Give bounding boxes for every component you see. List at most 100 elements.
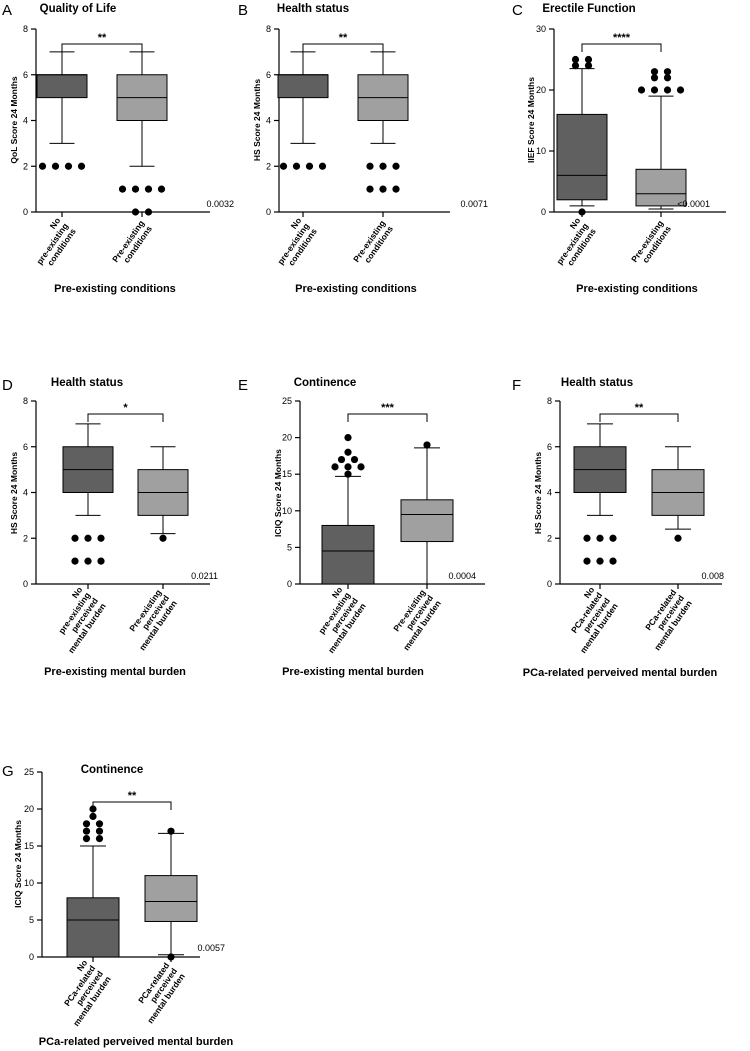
outlier-point bbox=[650, 68, 659, 76]
outlier-point bbox=[71, 534, 79, 542]
y-tick-label: 0 bbox=[23, 207, 28, 217]
y-tick-label: 4 bbox=[547, 488, 552, 498]
outlier-point bbox=[305, 162, 314, 170]
category-label: Pre-existingconditions bbox=[110, 218, 154, 269]
chart-title: Health status bbox=[51, 377, 123, 389]
y-axis-label: IIEF Score 24 Months bbox=[526, 77, 536, 163]
significance-bracket bbox=[61, 43, 143, 52]
outlier-point bbox=[331, 463, 339, 471]
x-axis-title: Pre-existing conditions bbox=[295, 283, 417, 295]
outlier-point bbox=[84, 534, 92, 542]
p-value: 0.008 bbox=[701, 571, 724, 581]
y-tick-label: 0 bbox=[541, 207, 546, 217]
outlier-point bbox=[392, 162, 400, 170]
category-label: Pre-existingperceivedmental burden bbox=[386, 588, 443, 653]
iqr-box bbox=[66, 897, 120, 958]
box-comparison bbox=[400, 441, 454, 585]
y-tick-label: 25 bbox=[282, 396, 292, 406]
panel-letter: F bbox=[512, 377, 521, 394]
outlier-point bbox=[97, 534, 105, 542]
significance-stars: ** bbox=[98, 32, 107, 44]
y-tick-label: 0 bbox=[287, 579, 292, 589]
significance-bracket bbox=[599, 413, 679, 422]
outlier-point bbox=[676, 86, 685, 94]
panel-d: D Health status 0 2 4 6 8 HS Score 24 Months Nop… bbox=[2, 377, 218, 678]
outlier-point bbox=[344, 463, 352, 471]
outlier-point bbox=[609, 557, 617, 565]
box-comparison bbox=[651, 446, 705, 542]
category-label: NoPCa-relatedperceivedmental burden bbox=[555, 585, 620, 655]
box-reference bbox=[36, 51, 88, 170]
y-tick-label: 10 bbox=[536, 146, 546, 156]
category-label: PCa-relatedperceivedmental burden bbox=[130, 961, 187, 1026]
outlier-point bbox=[64, 162, 73, 170]
y-tick-label: 6 bbox=[23, 70, 28, 80]
outlier-point bbox=[366, 162, 374, 170]
outlier-point bbox=[379, 162, 387, 170]
outlier-point bbox=[318, 162, 327, 170]
box-reference bbox=[277, 51, 329, 170]
outlier-point bbox=[279, 162, 288, 170]
panel-b: B Health status 0 2 4 6 8 HS Score 24 Months Nop… bbox=[238, 2, 488, 295]
panel-e: E Continence 0 5 10 15 20 25 ICIQ Score 24 Month… bbox=[238, 377, 485, 678]
outlier-point bbox=[95, 827, 104, 835]
outlier-point bbox=[366, 185, 374, 193]
panel-g: G Continence 0 5 10 15 20 25 ICIQ Score 24 Month… bbox=[2, 763, 233, 1048]
outlier-point bbox=[379, 185, 387, 193]
box-reference bbox=[62, 423, 114, 565]
outlier-point bbox=[131, 208, 140, 216]
outlier-point bbox=[663, 68, 672, 76]
panel-letter: D bbox=[2, 377, 13, 394]
p-value: 0.0071 bbox=[460, 199, 488, 209]
outlier-point bbox=[144, 208, 153, 216]
y-tick-label: 2 bbox=[266, 161, 271, 171]
y-tick-label: 30 bbox=[536, 24, 546, 34]
box-comparison bbox=[116, 51, 168, 216]
x-axis-title: PCa-related perveived mental burden bbox=[39, 1036, 234, 1048]
p-value: <0.0001 bbox=[677, 199, 710, 209]
category-label: Nopre-existingconditions bbox=[546, 215, 598, 271]
outlier-point bbox=[584, 55, 593, 64]
significance-bracket bbox=[302, 43, 384, 52]
iqr-box bbox=[635, 168, 687, 207]
outlier-point bbox=[583, 534, 591, 542]
box-comparison bbox=[144, 827, 198, 961]
outlier-point bbox=[357, 463, 365, 471]
y-tick-label: 20 bbox=[282, 433, 292, 443]
panel-letter: C bbox=[512, 2, 523, 19]
outlier-point bbox=[578, 208, 586, 216]
significance-stars: ** bbox=[339, 32, 348, 44]
y-axis-label: ICIQ Score 24 Months bbox=[273, 449, 283, 537]
outlier-point bbox=[663, 86, 672, 94]
category-label: Nopre-existingperceivedmental burden bbox=[303, 585, 368, 655]
outlier-point bbox=[350, 455, 359, 464]
box-reference bbox=[66, 805, 120, 958]
y-tick-label: 2 bbox=[23, 161, 28, 171]
box-comparison bbox=[635, 68, 687, 210]
outlier-point bbox=[337, 455, 346, 464]
y-tick-label: 5 bbox=[29, 915, 34, 925]
outlier-point bbox=[82, 820, 91, 828]
outlier-point bbox=[82, 835, 91, 843]
y-tick-label: 2 bbox=[23, 533, 28, 543]
outlier-point bbox=[84, 557, 92, 565]
y-tick-label: 25 bbox=[24, 767, 34, 777]
box-reference bbox=[321, 434, 375, 585]
x-axis-title: Pre-existing conditions bbox=[576, 283, 698, 295]
y-tick-label: 20 bbox=[24, 804, 34, 814]
panel-letter: G bbox=[2, 763, 14, 780]
x-axis-title: Pre-existing mental burden bbox=[282, 666, 424, 678]
category-label: PCa-relatedperceivedmental burden bbox=[637, 588, 694, 653]
y-axis-label: QoL Score 24 Months bbox=[9, 76, 19, 163]
p-value: 0.0004 bbox=[448, 571, 476, 581]
y-tick-label: 2 bbox=[547, 533, 552, 543]
significance-stars: ** bbox=[635, 402, 644, 414]
y-tick-label: 8 bbox=[23, 396, 28, 406]
y-tick-label: 6 bbox=[23, 442, 28, 452]
y-tick-label: 4 bbox=[266, 116, 271, 126]
outlier-point bbox=[292, 162, 301, 170]
outlier-point bbox=[583, 557, 591, 565]
significance-stars: ** bbox=[128, 790, 137, 802]
y-tick-label: 8 bbox=[23, 24, 28, 34]
box-reference bbox=[556, 55, 608, 216]
